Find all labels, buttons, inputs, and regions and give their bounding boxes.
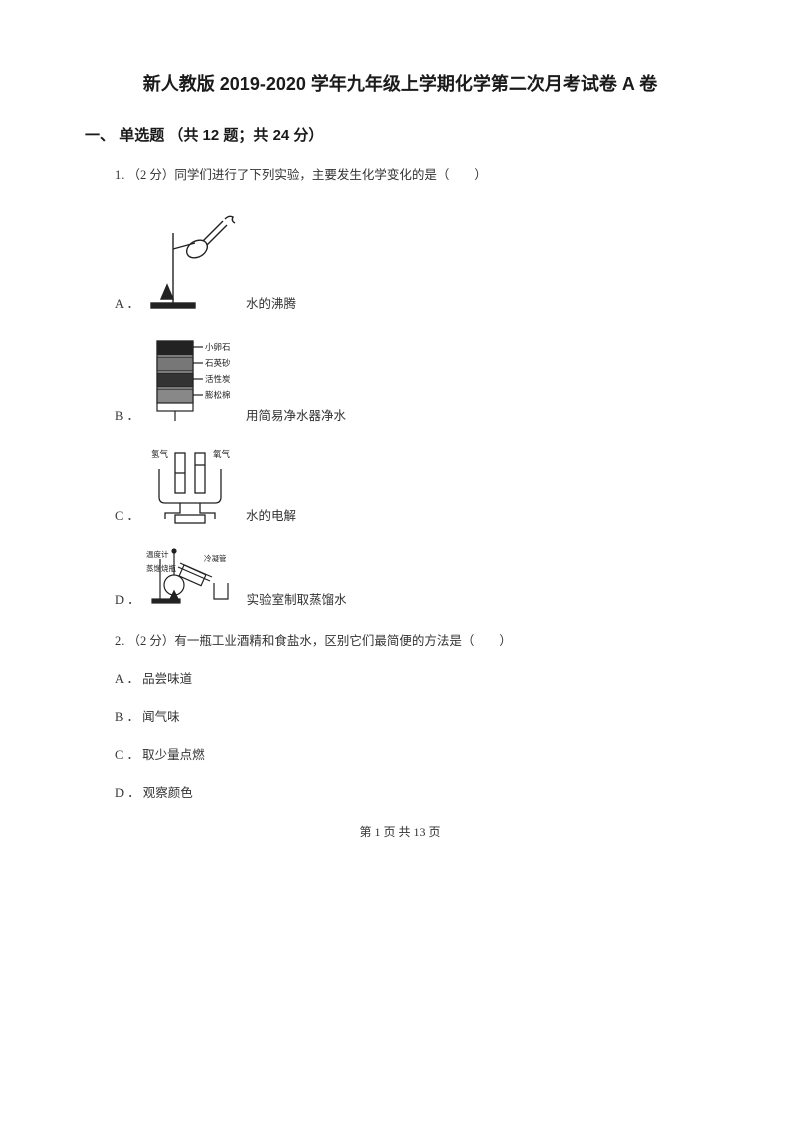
- exam-page: 新人教版 2019-2020 学年九年级上学期化学第二次月考试卷 A 卷 一、 …: [0, 0, 800, 870]
- page-title: 新人教版 2019-2020 学年九年级上学期化学第二次月考试卷 A 卷: [85, 70, 715, 96]
- q2-d-text: 观察颜色: [143, 786, 193, 800]
- q2-stem: 2. （2 分）有一瓶工业酒精和食盐水，区别它们最简便的方法是（ ）: [115, 631, 715, 651]
- q1-b-image-filter-icon: 小卵石 石英砂 活性炭 膨松棉: [145, 335, 240, 425]
- q1-d-letter: D ．: [115, 592, 140, 610]
- q1-a-text: 水的沸腾: [246, 296, 296, 314]
- q1-d-text: 实验室制取蒸馏水: [247, 592, 347, 610]
- section-name: 单选题: [119, 127, 164, 144]
- q1-a-image-boiling-icon: [145, 203, 240, 313]
- q1-c-image-electrolysis-icon: 氢气 氧气: [145, 447, 240, 525]
- page-footer: 第 1 页 共 13 页: [85, 823, 715, 840]
- svg-text:氢气: 氢气: [151, 449, 169, 459]
- q2-d-letter: D ．: [115, 786, 140, 800]
- section-meta: （共 12 题；共 24 分）: [168, 127, 323, 144]
- svg-text:石英砂: 石英砂: [205, 358, 231, 368]
- q2-b-text: 闻气味: [142, 710, 180, 724]
- q1-option-a: A ． 水的沸腾: [115, 203, 715, 313]
- q1-a-letter: A ．: [115, 296, 139, 314]
- svg-text:温度计: 温度计: [146, 549, 169, 559]
- q2-option-c: C ． 取少量点燃: [115, 745, 715, 765]
- svg-text:氧气: 氧气: [213, 449, 231, 459]
- q1-b-text: 用简易净水器净水: [246, 408, 346, 426]
- svg-text:蒸馏烧瓶: 蒸馏烧瓶: [146, 563, 176, 573]
- q2-option-b: B ． 闻气味: [115, 707, 715, 727]
- q1-stem: 1. （2 分）同学们进行了下列实验，主要发生化学变化的是（ ）: [115, 165, 715, 185]
- q2-a-letter: A ．: [115, 672, 139, 686]
- q1-c-letter: C ．: [115, 508, 139, 526]
- q2-a-text: 品尝味道: [142, 672, 192, 686]
- q2-c-letter: C ．: [115, 748, 139, 762]
- q1-option-d: D ．: [115, 547, 715, 609]
- q1-option-c: C ． 氢气 氧气: [115, 447, 715, 525]
- svg-text:膨松棉: 膨松棉: [205, 390, 231, 400]
- q1-option-b: B ． 小卵石 石英砂: [115, 335, 715, 425]
- svg-text:冷凝管: 冷凝管: [204, 553, 227, 563]
- section-number: 一、: [85, 127, 115, 144]
- q1-b-letter: B ．: [115, 408, 139, 426]
- q2-b-letter: B ．: [115, 710, 139, 724]
- q2-option-d: D ． 观察颜色: [115, 783, 715, 803]
- q2-c-text: 取少量点燃: [142, 748, 205, 762]
- q2-option-a: A ． 品尝味道: [115, 669, 715, 689]
- section-header: 一、 单选题 （共 12 题；共 24 分）: [85, 124, 715, 145]
- svg-text:小卵石: 小卵石: [205, 342, 231, 352]
- q1-c-text: 水的电解: [246, 508, 296, 526]
- svg-text:活性炭: 活性炭: [205, 374, 231, 384]
- q1-d-image-distillation-icon: 温度计 冷凝管 蒸馏烧瓶: [146, 547, 241, 609]
